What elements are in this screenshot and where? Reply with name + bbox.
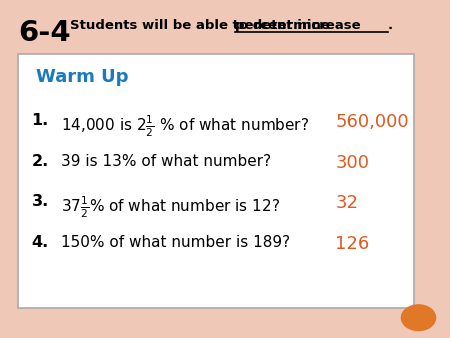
Text: 560,000: 560,000 [335, 113, 409, 131]
Text: .: . [388, 19, 393, 31]
Text: Warm Up: Warm Up [36, 68, 129, 86]
Text: 300: 300 [335, 154, 369, 172]
Text: 2.: 2. [32, 154, 49, 169]
Text: 39 is 13% of what number?: 39 is 13% of what number? [61, 154, 271, 169]
Text: 1.: 1. [32, 113, 49, 128]
Text: 126: 126 [335, 235, 369, 253]
Text: Students will be able to determine: Students will be able to determine [70, 19, 334, 31]
Text: percent increase: percent increase [235, 19, 361, 31]
Text: 6-4: 6-4 [18, 19, 71, 47]
Text: 14,000 is 2$\mathregular{\frac{1}{2}}$ % of what number?: 14,000 is 2$\mathregular{\frac{1}{2}}$ %… [61, 113, 309, 139]
Text: 3.: 3. [32, 194, 49, 209]
Text: 32: 32 [335, 194, 358, 212]
Text: 37$\mathregular{\frac{1}{2}}$% of what number is 12?: 37$\mathregular{\frac{1}{2}}$% of what n… [61, 194, 280, 220]
Text: 150% of what number is 189?: 150% of what number is 189? [61, 235, 290, 250]
FancyBboxPatch shape [18, 54, 414, 308]
Circle shape [401, 305, 436, 331]
Text: 4.: 4. [32, 235, 49, 250]
